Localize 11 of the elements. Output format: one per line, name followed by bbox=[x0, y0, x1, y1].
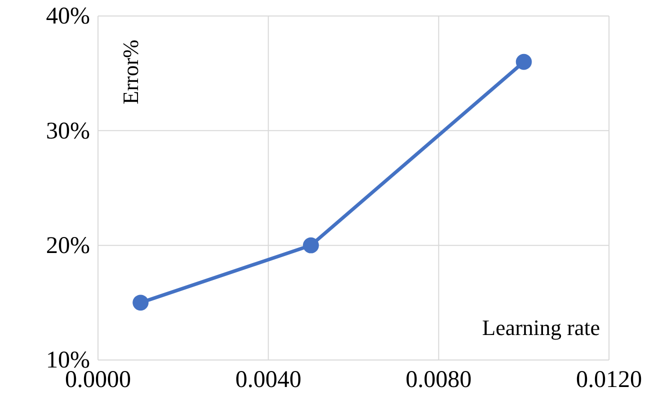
x-tick-label: 0.0080 bbox=[406, 367, 472, 394]
x-axis-title: Learning rate bbox=[482, 315, 600, 340]
y-tick-label: 40% bbox=[46, 4, 90, 30]
point bbox=[302, 237, 319, 254]
point bbox=[516, 54, 532, 70]
y-tick-label: 20% bbox=[46, 233, 90, 260]
x-tick-label: 0.0120 bbox=[576, 367, 642, 394]
x-tick-label: 0.0040 bbox=[235, 367, 302, 394]
y-tick-label: 30% bbox=[46, 118, 90, 144]
y-axis-title: Error% bbox=[118, 40, 143, 104]
point bbox=[132, 294, 149, 311]
